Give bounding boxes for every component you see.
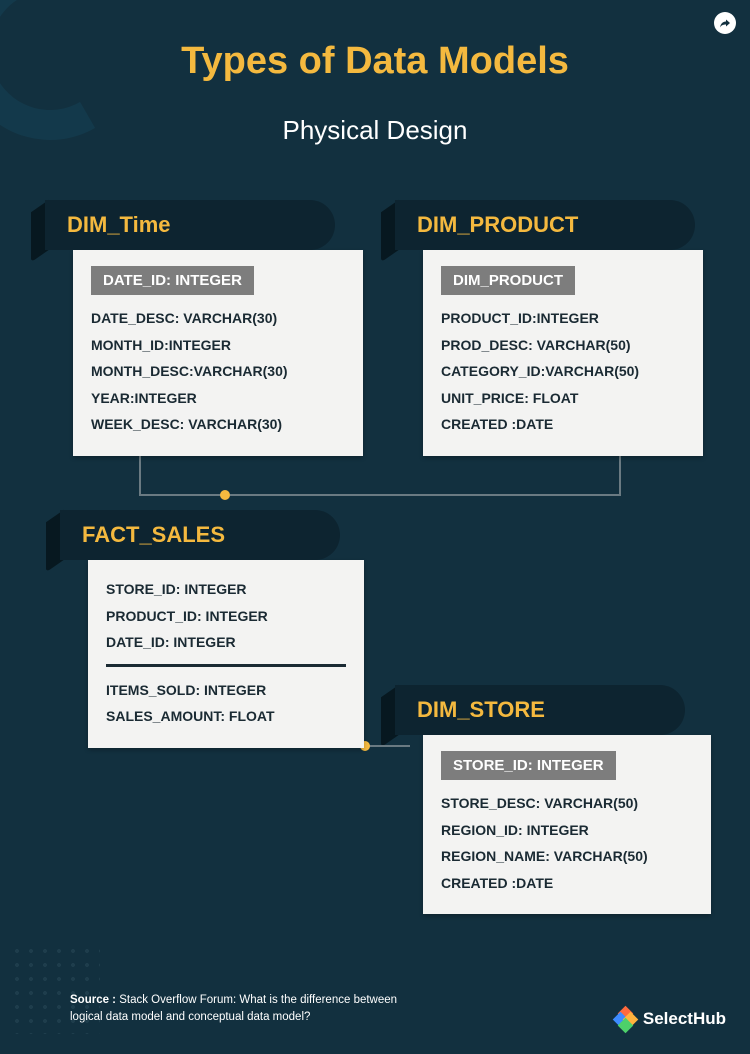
field: STORE_DESC: VARCHAR(50) [441,790,693,817]
primary-key-pill: DATE_ID: INTEGER [91,266,254,295]
field-divider [106,664,346,667]
brand-logo: SelectHub [615,1008,726,1030]
field: ITEMS_SOLD: INTEGER [106,677,346,704]
page-subtitle: Physical Design [0,115,750,146]
entity-body: DATE_ID: INTEGER DATE_DESC: VARCHAR(30)M… [73,250,363,456]
field: PRODUCT_ID: INTEGER [106,603,346,630]
source-citation: Source : Stack Overflow Forum: What is t… [70,992,410,1027]
field: DATE_DESC: VARCHAR(30) [91,305,345,332]
entity-body: STORE_ID: INTEGERPRODUCT_ID: INTEGERDATE… [88,560,364,748]
primary-key-pill: STORE_ID: INTEGER [441,751,616,780]
field: STORE_ID: INTEGER [106,576,346,603]
source-text: Stack Overflow Forum: What is the differ… [70,994,397,1023]
field: YEAR:INTEGER [91,385,345,412]
field: REGION_ID: INTEGER [441,817,693,844]
field: MONTH_ID:INTEGER [91,332,345,359]
field: REGION_NAME: VARCHAR(50) [441,843,693,870]
entity-dim-product: DIM_PRODUCT DIM_PRODUCT PRODUCT_ID:INTEG… [395,200,703,456]
field: DATE_ID: INTEGER [106,629,346,656]
field: SALES_AMOUNT: FLOAT [106,703,346,730]
source-label: Source : [70,994,116,1006]
entity-header: DIM_PRODUCT [395,200,695,250]
entity-header: DIM_STORE [395,685,685,735]
field: CATEGORY_ID:VARCHAR(50) [441,358,685,385]
entity-dim-time: DIM_Time DATE_ID: INTEGER DATE_DESC: VAR… [45,200,363,456]
field: WEEK_DESC: VARCHAR(30) [91,411,345,438]
field: CREATED :DATE [441,870,693,897]
field: PROD_DESC: VARCHAR(50) [441,332,685,359]
share-button[interactable] [714,12,736,34]
entity-header: DIM_Time [45,200,335,250]
field: PRODUCT_ID:INTEGER [441,305,685,332]
field: UNIT_PRICE: FLOAT [441,385,685,412]
brand-name: SelectHub [643,1009,726,1029]
field: MONTH_DESC:VARCHAR(30) [91,358,345,385]
entity-header: FACT_SALES [60,510,340,560]
brand-logo-icon [615,1008,637,1030]
entity-dim-store: DIM_STORE STORE_ID: INTEGER STORE_DESC: … [395,685,711,914]
entity-body: DIM_PRODUCT PRODUCT_ID:INTEGERPROD_DESC:… [423,250,703,456]
primary-key-pill: DIM_PRODUCT [441,266,575,295]
field: CREATED :DATE [441,411,685,438]
entity-body: STORE_ID: INTEGER STORE_DESC: VARCHAR(50… [423,735,711,914]
entity-fact-sales: FACT_SALES STORE_ID: INTEGERPRODUCT_ID: … [60,510,364,748]
share-icon [719,17,731,29]
